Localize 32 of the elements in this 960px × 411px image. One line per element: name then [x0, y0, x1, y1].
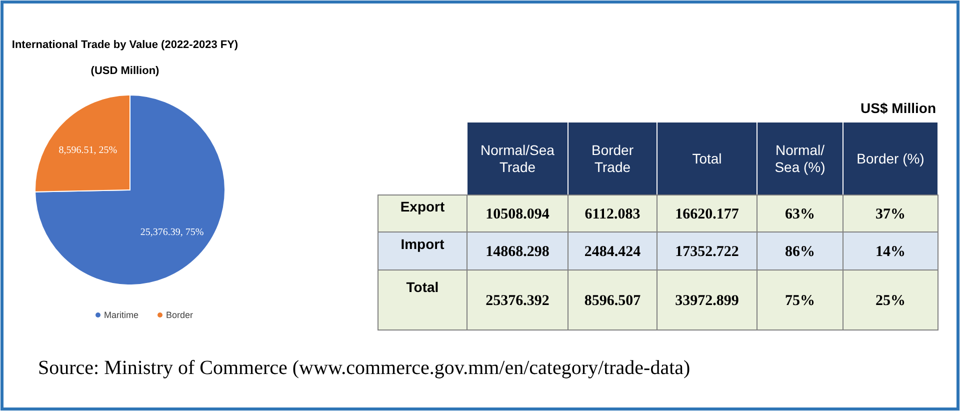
category-label: Total [406, 279, 439, 295]
category-label: Border Trade [591, 142, 634, 175]
text: 14868.298 [486, 244, 550, 260]
text: 33972.899 [675, 293, 739, 309]
chart-subtitle: (USD Million) [90, 65, 160, 77]
category-label: Normal/Sea Trade [480, 142, 555, 175]
legend-label: Maritime [104, 310, 139, 320]
text: US$ Million [860, 100, 936, 116]
pie-slice [34, 94, 226, 286]
category-label: Export [400, 198, 445, 214]
text: 17352.722 [675, 244, 739, 260]
text: 25376.392 [486, 293, 550, 309]
data-label: 8,596.51, 25% [58, 144, 118, 156]
text: 8596.507 [584, 293, 641, 309]
source-note: Source: Ministry of Commerce (www.commerce.gov.mm/en/category/trade-data) [38, 357, 690, 379]
text: 14% [876, 244, 906, 260]
text: 75% [785, 293, 815, 309]
text: 10508.094 [486, 206, 550, 222]
text: 6112.083 [584, 206, 640, 222]
legend-label: Border [166, 310, 194, 320]
text: 63% [785, 206, 815, 222]
text: 37% [876, 206, 906, 222]
category-label: Total [692, 150, 722, 166]
text: 2484.424 [584, 244, 641, 260]
text: 16620.177 [675, 206, 739, 222]
chart-title: International Trade by Value (2022-2023 FY) [12, 39, 238, 51]
text: 86% [785, 244, 815, 260]
category-label: Import [400, 236, 444, 252]
text: 25% [876, 293, 906, 309]
data-label: 25,376.39, 75% [140, 227, 204, 238]
category-label: Border (%) [856, 150, 924, 166]
category-label: Normal/ Sea (%) [774, 142, 826, 175]
